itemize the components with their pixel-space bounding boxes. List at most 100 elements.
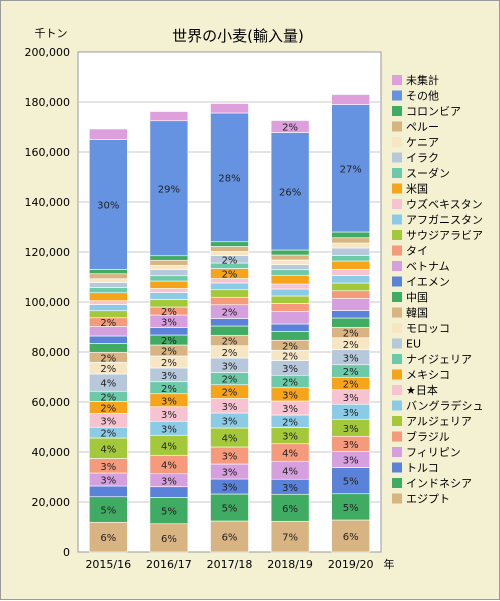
legend-label: モロッコ [406,322,450,335]
data-label: 2% [161,307,177,318]
bar-segment [210,103,249,114]
legend-swatch [392,152,402,163]
bar-segment [331,104,371,233]
y-tick-label: 60,000 [32,396,71,409]
data-label: 3% [222,361,238,372]
data-label: 3% [161,424,177,435]
legend-label: バングラデシュ [406,399,484,413]
data-label: 28% [218,173,240,184]
legend: 未集計その他コロンビアペルーケニアイラクスーダン米国ウズベキスタンアフガニスタン… [392,73,484,506]
legend-label: インドネシア [406,477,472,490]
bar-segment [89,300,128,305]
data-label: 2% [100,404,116,415]
data-label: 3% [222,452,238,463]
bar-segment [89,485,128,498]
legend-swatch [392,400,402,411]
bar-segment [270,254,310,261]
legend-swatch [392,416,402,426]
legend-swatch [392,168,402,178]
data-label: 2% [100,353,116,364]
legend-swatch [392,90,402,101]
data-label: 3% [100,476,116,487]
data-label: 2% [282,123,298,134]
legend-label: ケニア [406,136,439,149]
data-label: 6% [343,532,359,543]
bar-segment [89,128,128,140]
bar-segment [331,242,371,249]
bar-segment [270,295,310,304]
data-label: 2% [100,364,116,375]
bar-segment [270,269,310,276]
legend-label: EU [406,338,421,351]
bar-segment [331,282,371,292]
y-tick-label: 200,000 [25,46,71,59]
bar-segment [331,255,371,262]
bar-segment [89,343,128,353]
legend-swatch [392,245,402,256]
x-tick-label: 2016/17 [146,558,192,571]
data-label: 2% [343,367,359,378]
bar-segment [331,290,371,299]
data-label: 3% [343,353,359,364]
legend-label: コロンビア [406,105,461,118]
data-label: 4% [222,434,238,445]
data-label: 3% [282,364,298,375]
bar-segment [89,287,128,294]
legend-label: その他 [406,90,439,103]
data-label: 3% [343,440,359,451]
legend-swatch [392,261,402,271]
data-label: 4% [161,461,177,472]
legend-label: ナイジェリア [406,353,472,366]
data-label: 2% [222,270,238,281]
legend-swatch [392,106,402,116]
data-label: 7% [282,533,298,544]
bar-segment [270,311,310,325]
data-label: 2% [282,378,298,389]
legend-swatch [392,447,402,457]
data-label: 3% [161,410,177,421]
data-label: 6% [282,504,298,515]
x-tick-label: 2018/19 [267,558,313,571]
data-label: 30% [97,201,119,212]
data-label: 3% [100,416,116,427]
bar-segment [89,273,128,280]
bar-segment [149,264,189,270]
bar-segment [149,259,189,266]
bar-segment [331,493,371,521]
data-label: 5% [343,477,359,488]
data-label: 2% [282,417,298,428]
data-label: 3% [100,462,116,473]
legend-swatch [392,137,402,147]
bar-segment [210,520,249,553]
legend-swatch [392,462,402,473]
chart-title: 世界の小麦(輸入量) [172,27,304,45]
bar-segment [149,111,189,122]
bar-segment [149,120,189,257]
legend-label: アフガニスタン [406,214,483,227]
x-tick-label: 2019/20 [328,558,374,571]
bar-segment [89,521,128,553]
data-label: 2% [222,308,238,319]
legend-label: 中国 [406,291,428,304]
bar-segment [331,467,371,495]
legend-label: 米国 [406,183,428,196]
bar-segment [210,112,249,243]
data-label: 3% [222,402,238,413]
legend-label: エジプト [406,493,450,506]
data-label: 26% [279,187,301,198]
legend-swatch [392,369,402,380]
data-label: 2% [100,392,116,403]
y-tick-label: 180,000 [25,96,71,109]
bar-segment [270,288,310,297]
legend-swatch [392,121,402,132]
legend-swatch [392,214,402,225]
bar-segment [270,249,310,256]
bar-segment [149,299,189,308]
bar-segment [89,282,128,288]
data-label: 3% [282,404,298,415]
bar-segment [149,327,189,336]
bar-segment [331,317,371,328]
data-label: 6% [100,533,116,544]
bar-segment [331,275,371,284]
